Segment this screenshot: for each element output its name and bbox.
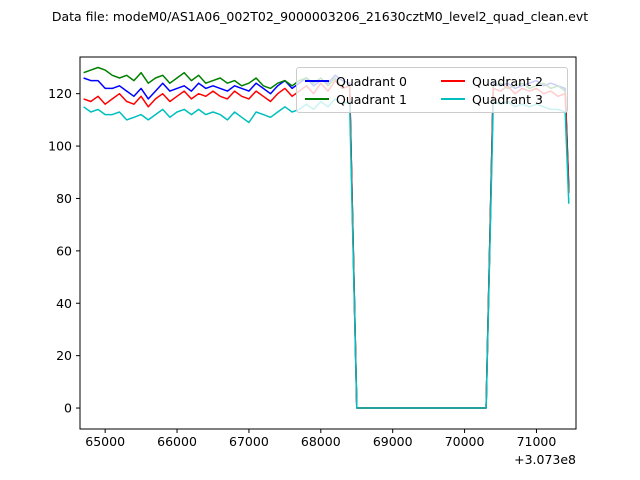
legend-swatch bbox=[441, 98, 465, 100]
x-tick-label: 67000 bbox=[229, 434, 269, 449]
y-tick-label: 120 bbox=[48, 86, 72, 101]
x-axis-offset-label: +3.073e8 bbox=[514, 452, 576, 467]
legend-label: Quadrant 3 bbox=[472, 91, 543, 107]
y-tick-label: 40 bbox=[56, 296, 72, 311]
x-tick-label: 66000 bbox=[157, 434, 197, 449]
legend-item-quadrant-1: Quadrant 1 bbox=[305, 90, 423, 108]
x-tick-label: 65000 bbox=[85, 434, 125, 449]
y-tick-label: 60 bbox=[56, 243, 72, 258]
x-tick-label: 71000 bbox=[517, 434, 557, 449]
y-tick-label: 80 bbox=[56, 191, 72, 206]
y-tick-label: 100 bbox=[48, 139, 72, 154]
chart-title: Data file: modeM0/AS1A06_002T02_90000032… bbox=[51, 9, 589, 24]
y-tick-label: 0 bbox=[64, 401, 72, 416]
legend-swatch bbox=[305, 98, 329, 100]
x-tick-label: 68000 bbox=[301, 434, 341, 449]
legend-label: Quadrant 1 bbox=[336, 91, 407, 107]
legend-item-quadrant-0: Quadrant 0 bbox=[305, 72, 423, 90]
y-tick-label: 20 bbox=[56, 348, 72, 363]
legend-item-quadrant-2: Quadrant 2 bbox=[441, 72, 559, 90]
x-tick-label: 70000 bbox=[445, 434, 485, 449]
legend-label: Quadrant 0 bbox=[336, 73, 407, 89]
x-tick-label: 69000 bbox=[373, 434, 413, 449]
legend-item-quadrant-3: Quadrant 3 bbox=[441, 90, 559, 108]
legend-swatch bbox=[305, 80, 329, 82]
legend-swatch bbox=[441, 80, 465, 82]
legend-label: Quadrant 2 bbox=[472, 73, 543, 89]
legend: Quadrant 0 Quadrant 1 Quadrant 2 Quadran… bbox=[296, 67, 568, 113]
